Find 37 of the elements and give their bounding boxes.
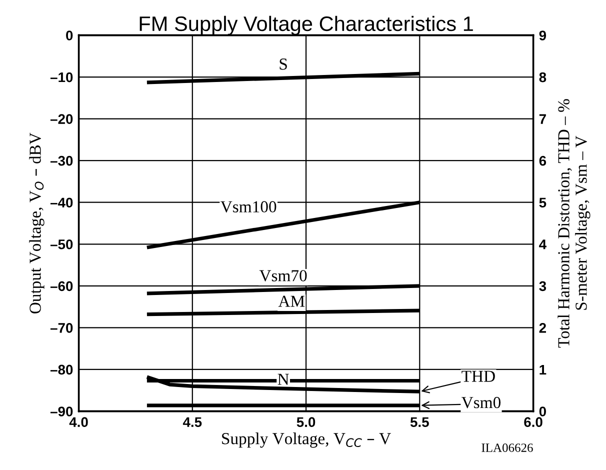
y-tick-label: –90 [50,406,73,416]
x-tick-label: 5.0 [296,417,316,428]
x-tick-label: 6.0 [524,417,542,428]
y2-axis-title: Total Harmonic Distortion, THD – % S-meter Voltage, Vsm – V [558,99,590,348]
y-tick-label: –70 [50,323,73,333]
y-axis-title: Output Voltage, V$_{O}$ – dBV [29,132,44,314]
y2-tick-label: 9 [539,30,546,40]
y2-tick-label: 0 [539,406,546,416]
x-tick-label: 4.5 [182,417,202,428]
series-label: N [278,374,289,385]
series-label: AM [278,296,305,307]
y-tick-label: –50 [50,239,73,250]
y-tick-label: 0 [66,30,73,40]
y2-tick-label: 8 [539,72,546,82]
y2-tick-label: 1 [540,364,546,375]
y-tick-label: –20 [50,114,73,124]
y2-tick-label: 4 [539,240,546,250]
y-tick-label: –40 [50,198,73,208]
x-axis-title: Supply Voltage, V$_{CC}$ – V [222,432,391,448]
y-tick-label: –80 [50,364,73,375]
y-tick-label: –30 [50,156,73,166]
legend-label: Vsm0 [462,396,501,408]
text: ILA06626 [482,444,533,452]
x-tick-label: 4.0 [69,417,88,428]
legend-label: THD [462,370,495,382]
chart-title: FM Supply Voltage Characteristics 1 [140,16,473,36]
y-tick-label: –10 [50,72,73,82]
y-tick-label: –60 [50,281,73,292]
x-tick-label: 5.5 [410,417,429,428]
y2-tick-label: 2 [539,323,546,333]
series-label: S [280,58,287,70]
y2-tick-label: 7 [539,114,546,124]
y2-tick-label: 5 [539,198,546,208]
series-label: Vsm70 [259,270,307,282]
y2-tick-label: 3 [539,281,546,292]
series-label: Vsm100 [220,201,276,213]
y2-tick-label: 6 [539,156,546,166]
